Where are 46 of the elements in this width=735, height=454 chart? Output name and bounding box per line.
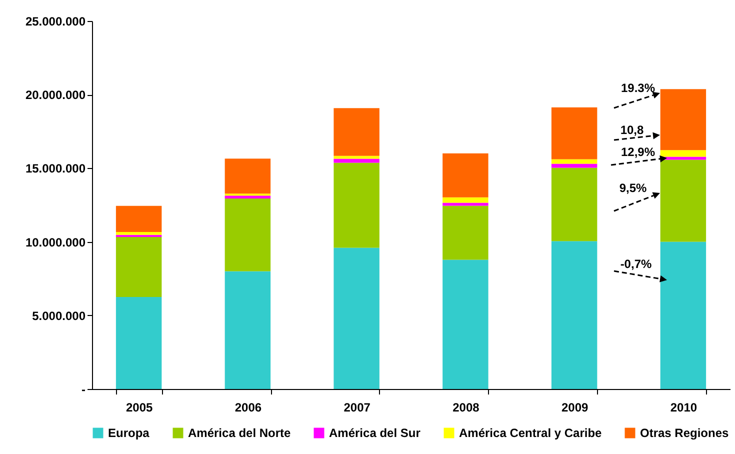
legend-label: América Central y Caribe	[459, 426, 602, 440]
legend-label: Otras Regiones	[640, 426, 730, 440]
bar	[442, 206, 488, 260]
y-tick-label: -	[82, 382, 86, 396]
bar	[551, 241, 598, 389]
x-tick-label: 2009	[561, 400, 588, 414]
x-tick-label: 2005	[126, 400, 153, 414]
x-tick-label: 2006	[234, 400, 262, 414]
bar	[442, 153, 488, 198]
legend-label: América del Norte	[188, 426, 292, 440]
y-tick-label: 15.000.000	[25, 162, 86, 176]
x-tick-label: 2008	[452, 400, 480, 414]
bar	[116, 206, 162, 232]
bar	[224, 198, 271, 272]
bar	[224, 271, 271, 389]
legend-label: Europa	[108, 426, 150, 440]
legend-label: América del Sur	[329, 426, 421, 440]
annotation: 10,8	[620, 123, 644, 137]
x-tick-label: 2010	[670, 400, 698, 414]
bar	[660, 242, 706, 389]
bar	[224, 196, 271, 199]
annotation: 12,9%	[620, 145, 656, 159]
x-tick-label: 2007	[344, 400, 371, 414]
annotation: 19.3%	[620, 81, 656, 95]
bar	[116, 232, 162, 235]
bar	[334, 156, 380, 159]
bar	[551, 107, 598, 160]
bar	[551, 168, 598, 242]
bar	[334, 162, 380, 248]
bar	[660, 89, 706, 150]
annotation: -0,7%	[620, 257, 652, 271]
bar	[551, 159, 598, 164]
bar	[551, 164, 598, 168]
bar	[224, 158, 271, 194]
bar	[334, 108, 380, 156]
y-tick-label: 10.000.000	[25, 235, 86, 250]
bar	[334, 158, 380, 163]
y-tick-label: 5.000.000	[32, 308, 86, 323]
bar	[116, 297, 162, 389]
bar	[116, 236, 162, 297]
bar	[442, 197, 488, 203]
y-tick-label: 25.000.000	[25, 14, 86, 28]
annotation: 9,5%	[619, 181, 647, 195]
y-tick-label: 20.000.000	[25, 88, 86, 102]
bar	[334, 248, 380, 389]
bar	[442, 260, 488, 389]
